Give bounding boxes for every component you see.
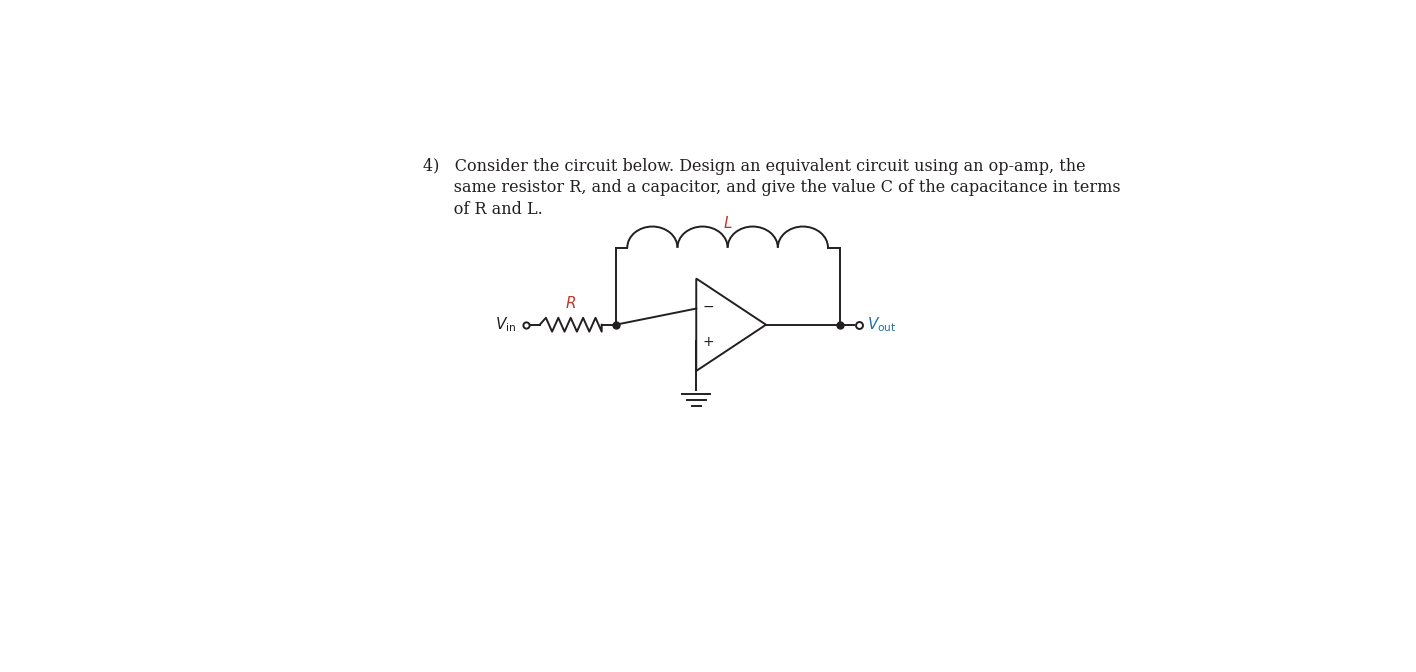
- Text: $V_{\mathrm{out}}$: $V_{\mathrm{out}}$: [867, 315, 896, 334]
- Text: $L$: $L$: [722, 215, 732, 230]
- Text: same resistor R, and a capacitor, and give the value C of the capacitance in ter: same resistor R, and a capacitor, and gi…: [423, 179, 1121, 196]
- Text: $+$: $+$: [702, 335, 715, 349]
- Text: $R$: $R$: [565, 295, 576, 311]
- Text: $V_{\mathrm{in}}$: $V_{\mathrm{in}}$: [496, 315, 517, 334]
- Text: of R and L.: of R and L.: [423, 201, 544, 218]
- Text: $-$: $-$: [702, 298, 715, 312]
- Text: 4)   Consider the circuit below. Design an equivalent circuit using an op-amp, t: 4) Consider the circuit below. Design an…: [423, 158, 1086, 175]
